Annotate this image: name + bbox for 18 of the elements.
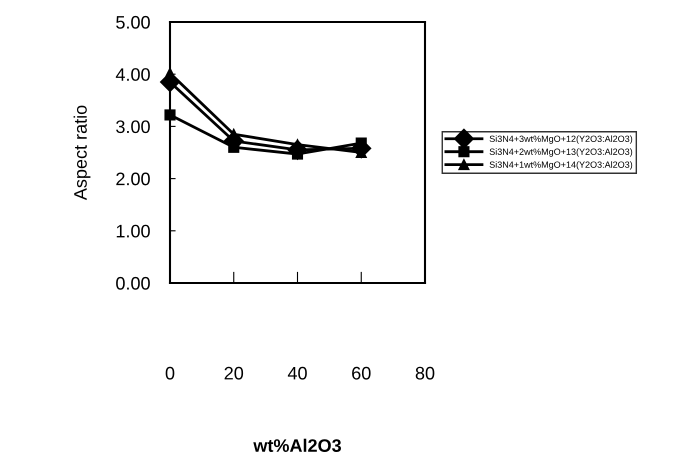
x-axis-title: wt%Al2O3 (253, 438, 341, 452)
point (164, 68, 176, 79)
y-tick-label: 5.00 (116, 16, 150, 29)
point (164, 109, 176, 120)
y-tick-label: 3.00 (116, 120, 150, 134)
legend-label: Si3N4+1wt%MgO+14(Y2O3:Al2O3) (490, 161, 632, 170)
y-tick-label: 0.00 (116, 276, 150, 290)
y-tick-label: 2.00 (116, 172, 150, 186)
legend-label: Si3N4+3wt%MgO+12(Y2O3:Al2O3) (490, 135, 632, 144)
y-tick-label: 1.00 (116, 224, 150, 238)
x-tick-label: 20 (224, 366, 244, 380)
y-tick-label: 4.00 (116, 68, 150, 81)
x-tick-label: 0 (166, 366, 174, 380)
y-axis-title: Aspect ratio (74, 106, 90, 200)
x-tick-label: 60 (352, 366, 371, 380)
legend-label: Si3N4+2wt%MgO+13(Y2O3:Al2O3) (490, 148, 632, 157)
x-tick-label: 80 (416, 366, 434, 380)
x-tick-label: 40 (288, 366, 307, 380)
